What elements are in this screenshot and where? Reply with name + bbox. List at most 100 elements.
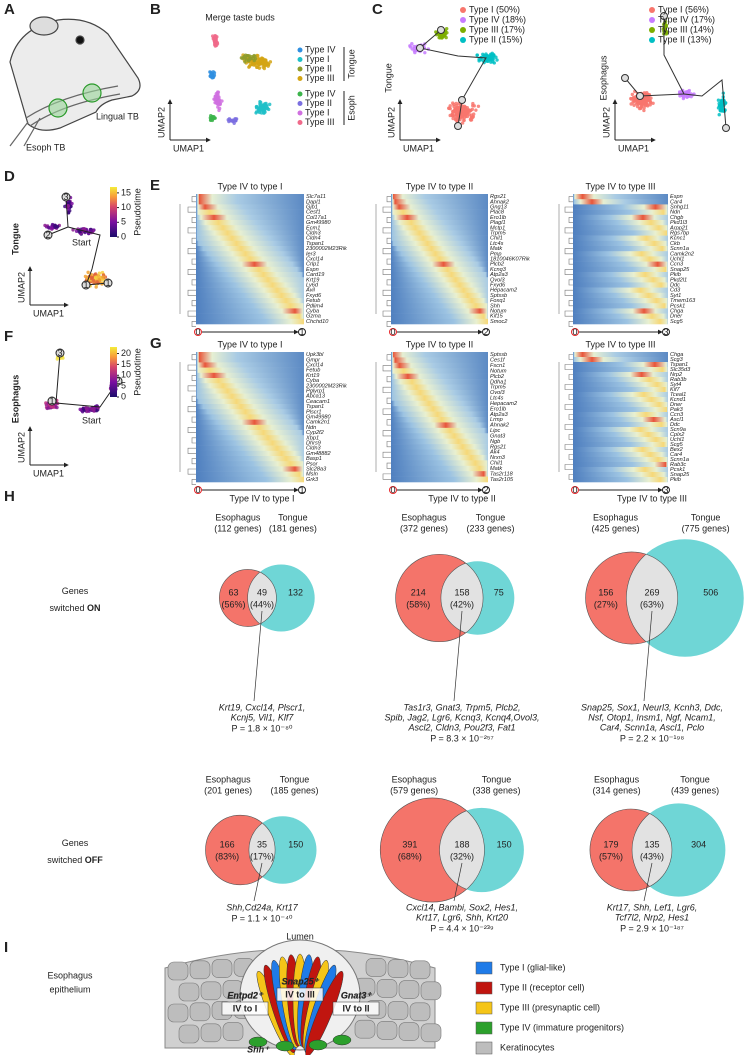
colorbar-tick-label: 10 — [121, 370, 131, 380]
keratinocyte — [167, 961, 189, 981]
y-axis-label: UMAP2 — [156, 107, 166, 138]
heatmap-row — [391, 251, 488, 257]
venn-left-pct: (57%) — [599, 851, 623, 861]
heatmap-row — [573, 362, 668, 368]
dendrogram — [386, 376, 391, 383]
venn-right-name: Tongue — [482, 774, 512, 784]
gene-list: Krt17, Shh, Lef1, Lgr6, — [607, 902, 698, 912]
dendrogram — [382, 408, 391, 415]
colorbar-tick-label: 10 — [121, 202, 131, 212]
venn-mid-pct: (17%) — [250, 851, 274, 861]
gene-label: Fscn1 — [490, 363, 505, 369]
gene-label: Col17a1 — [306, 215, 327, 221]
tissue-label: Esophagus — [10, 375, 20, 424]
gene-label: Cyba — [306, 308, 319, 314]
cell-dot — [268, 102, 272, 107]
gene-label: Grk3 — [306, 477, 319, 483]
heatmap-title: Type IV to type III — [585, 181, 655, 191]
gene-list: Shh,Cd24a, Krt17 — [226, 902, 299, 912]
cell-dot — [255, 65, 259, 70]
heatmap-row — [196, 445, 304, 452]
node-label: 3 — [63, 192, 68, 202]
cell-dot — [647, 98, 652, 103]
venn-mid-pct: (43%) — [640, 851, 664, 861]
cell-dot — [239, 56, 244, 60]
gene-label: Tspan1 — [306, 404, 324, 410]
gene-label: Ngb — [490, 439, 500, 445]
venn-left-genes: (112 genes) — [214, 523, 261, 533]
gene-label: Ltc4s — [490, 396, 504, 402]
gene-label: Cldn3 — [306, 230, 322, 236]
heatmap-row — [391, 256, 488, 262]
cell-dot — [492, 61, 496, 65]
trajectory-node — [81, 280, 91, 290]
keratinocyte — [222, 1022, 244, 1041]
heatmap-row — [573, 367, 668, 373]
transition-box — [332, 1001, 380, 1016]
venn-right-genes: (181 genes) — [269, 523, 317, 533]
cell-dot — [475, 53, 479, 57]
cell-dot — [630, 92, 635, 97]
venn-right-count: 304 — [691, 839, 706, 849]
cell-dot — [495, 58, 499, 62]
p-value: P = 2.9 × 10⁻¹⁸⁷ — [620, 923, 684, 933]
colorbar-tick-label: 5 — [121, 217, 126, 227]
arrow-end-label: 3 — [663, 327, 668, 337]
tissue-label: Tongue — [383, 63, 393, 93]
venn-right-count: 506 — [703, 587, 718, 597]
gene-label: Notum — [490, 368, 507, 374]
dendrogram — [386, 321, 391, 327]
heatmap-row — [573, 472, 668, 478]
dendrogram — [191, 321, 196, 327]
heatmap-row — [573, 422, 668, 428]
heatmap-row — [391, 225, 488, 231]
gene-label: Ero1lb — [490, 406, 506, 412]
cell-dot — [488, 56, 492, 61]
venn-left-pct: (68%) — [398, 851, 422, 861]
x-axis-label: UMAP1 — [173, 143, 204, 153]
gene-label: Camk2n2 — [670, 251, 695, 257]
dendrogram — [386, 196, 391, 203]
gene-label: Tas2r118 — [490, 471, 514, 477]
dendrogram — [568, 321, 573, 327]
row-label-line: Genes — [62, 838, 89, 848]
cell-dot — [408, 45, 413, 49]
x-axis-label: UMAP1 — [33, 308, 64, 318]
dendrogram — [191, 258, 196, 265]
heatmap-row — [573, 352, 668, 358]
tissue-label: Tongue — [10, 223, 20, 255]
venn-mid-count: 158 — [454, 587, 469, 597]
legend-group: Tongue — [346, 49, 356, 79]
gene-label: Trpm5 — [490, 230, 507, 236]
legend-label: Type III — [305, 117, 335, 127]
colorbar-tick-label: 15 — [121, 187, 131, 197]
taste-cell — [305, 970, 344, 1055]
gene-label: Ecm1 — [306, 225, 320, 231]
heatmap-row — [573, 272, 668, 278]
legend-dot — [297, 120, 303, 125]
heatmap-row — [391, 194, 488, 200]
heatmap-row — [196, 388, 304, 394]
heatmap-row — [196, 272, 304, 278]
gene-label: Gjb1 — [306, 204, 318, 210]
dendrogram — [568, 196, 573, 203]
legend-label: Type II (13%) — [658, 34, 712, 44]
gene-label: Pmp — [490, 251, 502, 257]
venn-left-genes: (201 genes) — [204, 785, 252, 795]
heatmap-row — [391, 287, 488, 294]
cell-dot — [632, 103, 636, 107]
gene-list: Ascl2, Cldn3, Pou2f3, Fat1 — [407, 722, 515, 732]
gene-label: Uchl1 — [670, 437, 684, 443]
legend-label: Type I — [305, 107, 330, 117]
gene-label: Plac8 — [490, 210, 505, 216]
cell-dot — [264, 103, 268, 107]
heatmap-row — [196, 199, 304, 205]
heatmap-row — [573, 292, 668, 299]
gene-label: Ddc — [670, 422, 680, 428]
cell-dot — [91, 407, 95, 411]
dendrogram — [191, 375, 196, 381]
legend-label: Type II (receptor cell) — [500, 982, 585, 992]
heatmap-row — [391, 433, 488, 439]
heatmap-row — [573, 442, 668, 448]
trajectory-node — [621, 74, 629, 82]
